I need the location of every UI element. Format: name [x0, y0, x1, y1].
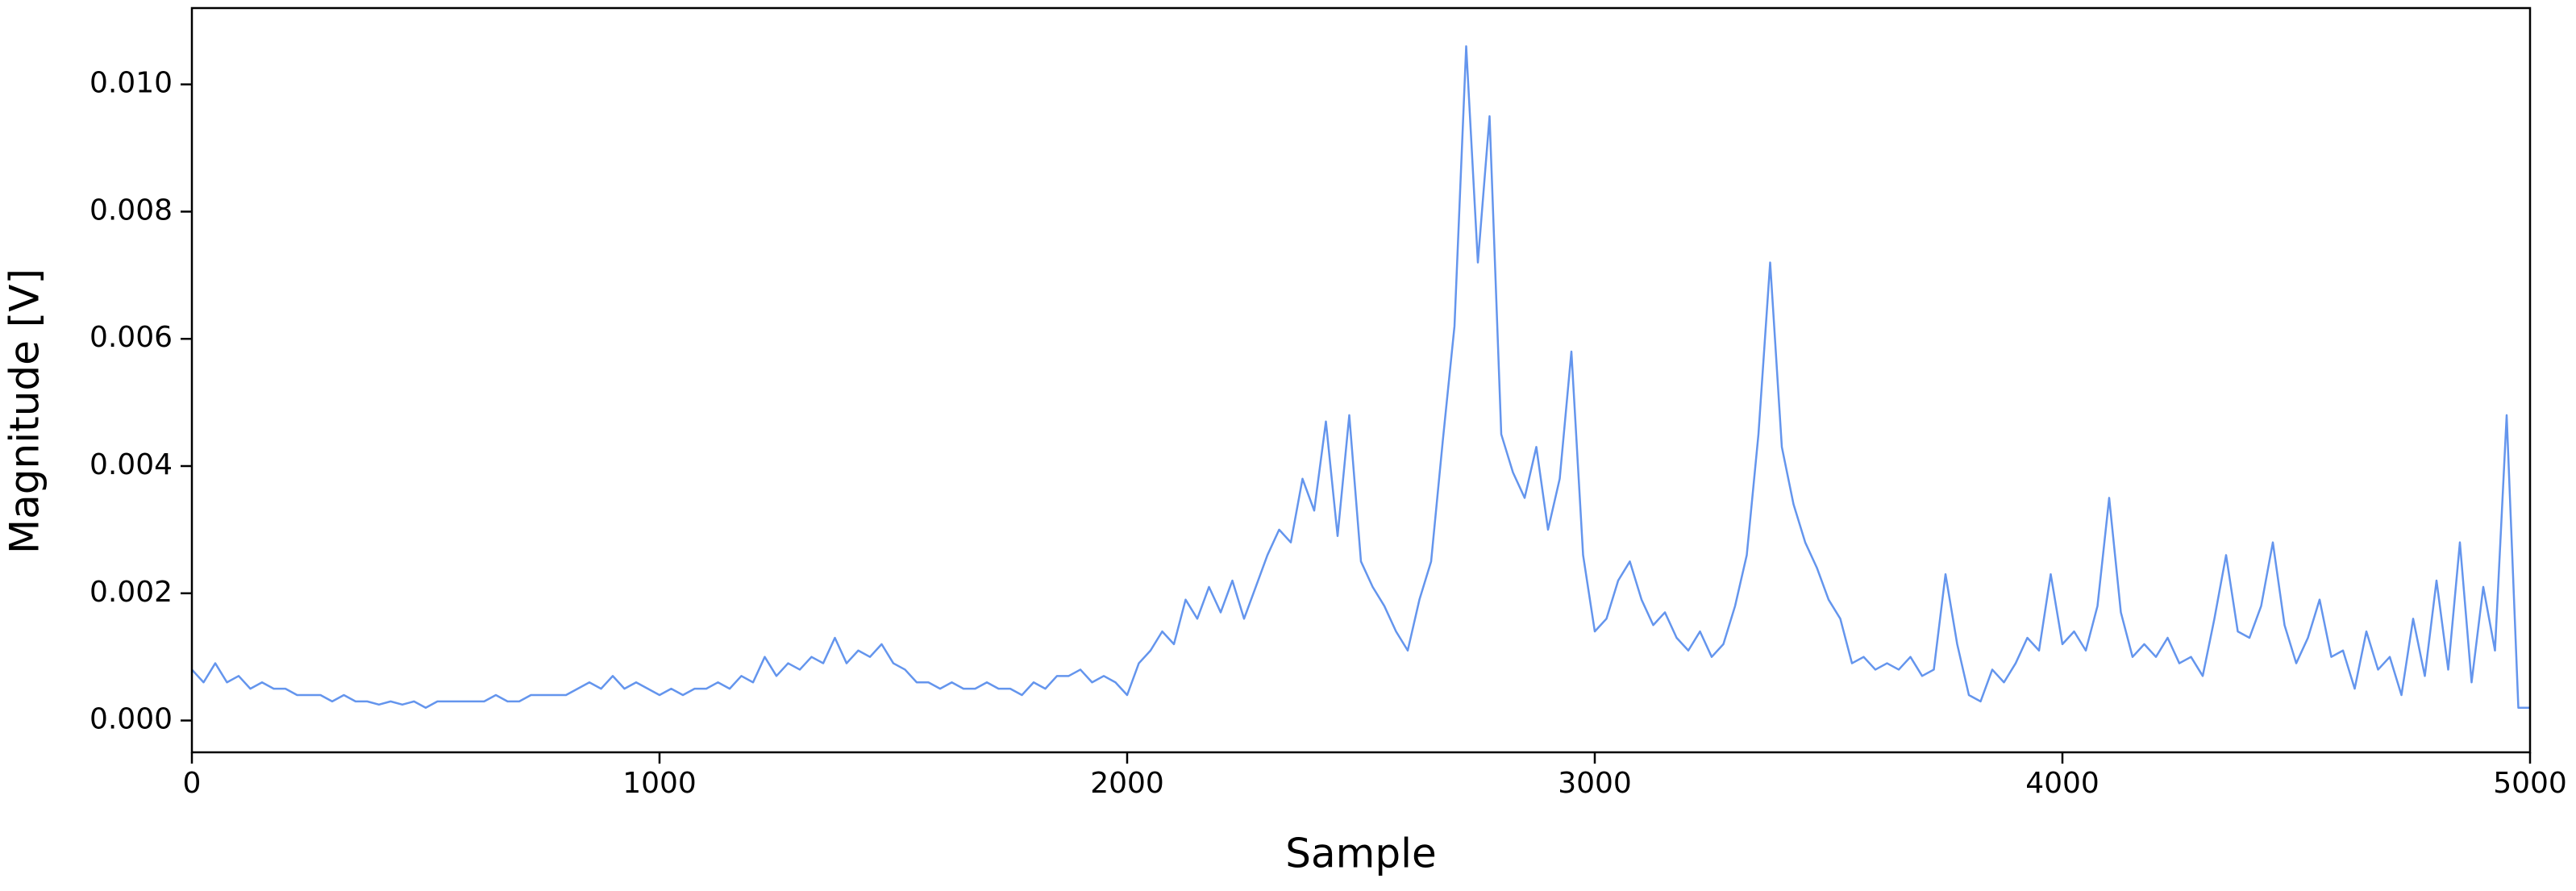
x-tick-label: 2000	[1090, 767, 1164, 800]
y-tick-label: 0.004	[89, 448, 173, 481]
y-tick-label: 0.010	[89, 67, 173, 100]
plot-frame	[190, 6, 2532, 754]
x-tick-label: 3000	[1558, 767, 1632, 800]
x-tick-label: 1000	[622, 767, 697, 800]
x-tick-label: 4000	[2025, 767, 2100, 800]
y-tick-label: 0.002	[89, 576, 173, 609]
y-axis-label: Magnitude [V]	[2, 269, 48, 554]
x-tick-label: 0	[183, 767, 202, 800]
y-tick-label: 0.008	[89, 194, 173, 227]
data-line	[191, 45, 2530, 710]
y-tick-label: 0.006	[89, 321, 173, 354]
y-tick-label: 0.000	[89, 703, 173, 736]
x-axis-label: Sample	[1285, 831, 1436, 877]
x-tick-label: 5000	[2493, 767, 2567, 800]
